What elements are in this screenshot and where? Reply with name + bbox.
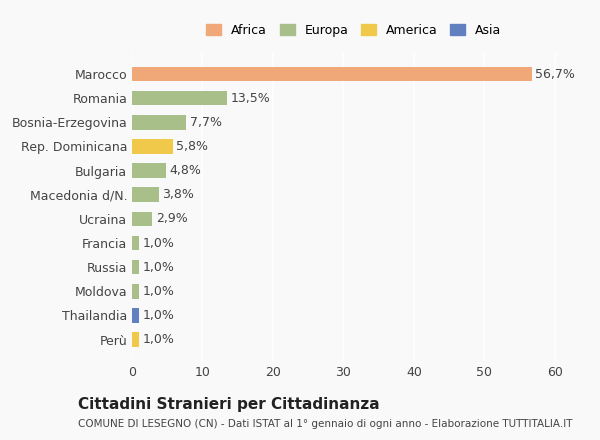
Bar [132,139,173,154]
Bar [132,163,166,178]
Bar [132,67,532,81]
Text: 1,0%: 1,0% [143,309,175,322]
Legend: Africa, Europa, America, Asia: Africa, Europa, America, Asia [202,19,506,42]
Text: 7,7%: 7,7% [190,116,222,129]
Bar [132,260,139,275]
Text: COMUNE DI LESEGNO (CN) - Dati ISTAT al 1° gennaio di ogni anno - Elaborazione TU: COMUNE DI LESEGNO (CN) - Dati ISTAT al 1… [78,419,572,429]
Bar [132,308,139,323]
Text: 2,9%: 2,9% [156,213,188,225]
Text: 13,5%: 13,5% [230,92,271,105]
Text: 5,8%: 5,8% [176,140,208,153]
Text: 3,8%: 3,8% [163,188,194,201]
Text: 1,0%: 1,0% [143,237,175,249]
Bar [132,91,227,106]
Bar [132,115,186,129]
Bar [132,284,139,298]
Text: 1,0%: 1,0% [143,260,175,274]
Text: 56,7%: 56,7% [535,68,575,81]
Text: 1,0%: 1,0% [143,285,175,298]
Bar [132,332,139,347]
Text: 4,8%: 4,8% [169,164,201,177]
Bar [132,187,159,202]
Text: 1,0%: 1,0% [143,333,175,346]
Bar [132,212,152,226]
Text: Cittadini Stranieri per Cittadinanza: Cittadini Stranieri per Cittadinanza [78,397,380,412]
Bar [132,236,139,250]
